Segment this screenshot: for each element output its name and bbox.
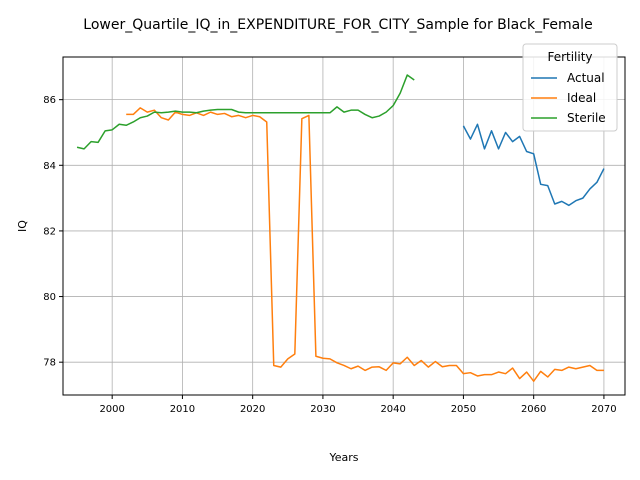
- axis-ticks: 2000 2010 2020 2030 2040 2050 2060 2070 78 80 82 84…: [43, 95, 616, 415]
- y-tick-label: 80: [43, 292, 56, 303]
- x-tick-label: 2060: [521, 404, 546, 415]
- x-tick-label: 2070: [591, 404, 616, 415]
- x-tick-label: 2040: [380, 404, 405, 415]
- x-tick-label: 2010: [170, 404, 195, 415]
- series-lines: [76, 74, 605, 382]
- y-tick-label: 86: [43, 95, 56, 106]
- legend-title: Fertility: [547, 50, 592, 64]
- series-line-sterile: [76, 74, 415, 150]
- y-tick-label: 82: [43, 226, 56, 237]
- x-tick-label: 2050: [451, 404, 476, 415]
- x-tick-label: 2000: [99, 404, 124, 415]
- legend-label-actual: Actual: [567, 71, 605, 85]
- y-tick-label: 78: [43, 358, 56, 369]
- legend: Fertility Actual Ideal Sterile: [522, 43, 618, 132]
- chart-title: Lower_Quartile_IQ_in_EXPENDITURE_FOR_CIT…: [83, 17, 592, 33]
- x-tick-label: 2030: [310, 404, 335, 415]
- plot-frame: [62, 56, 626, 396]
- legend-label-sterile: Sterile: [567, 111, 606, 125]
- x-tick-label: 2020: [240, 404, 265, 415]
- x-axis-label: Years: [328, 451, 358, 464]
- y-tick-label: 84: [43, 161, 56, 172]
- series-line-actual: [462, 123, 605, 207]
- series-line-ideal: [126, 107, 604, 382]
- legend-box: [522, 43, 618, 132]
- y-axis-label: IQ: [16, 220, 29, 232]
- legend-label-ideal: Ideal: [567, 91, 596, 105]
